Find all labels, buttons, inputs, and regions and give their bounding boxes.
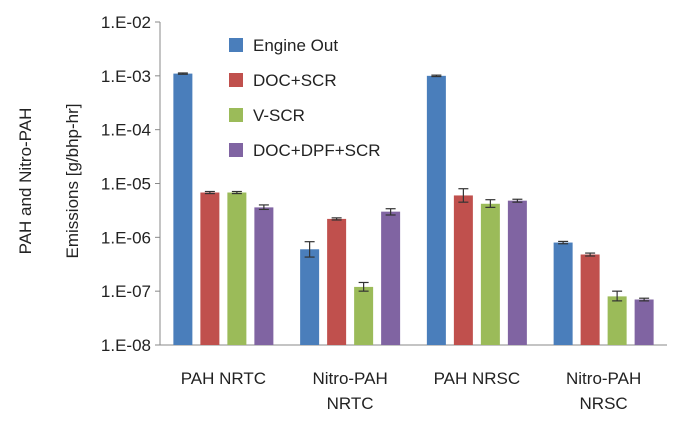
legend-swatch — [229, 38, 243, 52]
bar — [453, 195, 473, 345]
bar — [634, 299, 654, 345]
category-label: Nitro-PAH — [313, 369, 388, 388]
legend-swatch — [229, 143, 243, 157]
y-axis-ticks: 1.E-08 1.E-07 1.E-06 1.E-05 1.E-04 1.E-03 1.E-… — [101, 13, 160, 355]
category-label: NRSC — [580, 394, 628, 413]
y-axis-label-line-2: Emissions [g/bhp-hr] — [63, 104, 82, 259]
y-tick-label: 1.E-07 — [101, 282, 151, 301]
bar — [480, 203, 500, 345]
bar — [354, 286, 374, 345]
y-tick-label: 1.E-08 — [101, 336, 151, 355]
bar — [200, 192, 220, 345]
bar — [580, 254, 600, 345]
bar — [607, 296, 627, 345]
bar — [553, 242, 573, 345]
category-label: PAH NRTC — [181, 369, 266, 388]
category-labels: PAH NRTC Nitro-PAH NRTC PAH NRSC Nitro-PAH NR… — [181, 369, 642, 413]
y-tick-label: 1.E-05 — [101, 175, 151, 194]
bar — [507, 200, 527, 345]
category-label: PAH NRSC — [434, 369, 521, 388]
legend-swatch — [229, 108, 243, 122]
y-axis-label: PAH and Nitro-PAH Emissions [g/bhp-hr] — [16, 104, 82, 259]
y-axis-label-line-1: PAH and Nitro-PAH — [16, 108, 35, 255]
bar — [173, 73, 193, 345]
bar — [426, 75, 446, 345]
error-bars — [177, 72, 650, 302]
legend-swatch — [229, 73, 243, 87]
legend-entry: Engine Out — [253, 36, 338, 55]
bar — [381, 211, 401, 345]
legend-entry: DOC+SCR — [253, 71, 337, 90]
bars — [173, 73, 654, 345]
y-tick-label: 1.E-03 — [101, 67, 151, 86]
category-label: Nitro-PAH — [566, 369, 641, 388]
bar — [300, 249, 320, 345]
legend-entry: DOC+DPF+SCR — [253, 141, 381, 160]
y-tick-label: 1.E-04 — [101, 121, 151, 140]
bar — [327, 218, 347, 345]
legend: Engine Out DOC+SCR V-SCR DOC+DPF+SCR — [229, 36, 381, 160]
y-tick-label: 1.E-02 — [101, 13, 151, 32]
legend-entry: V-SCR — [253, 106, 305, 125]
bar — [227, 192, 247, 345]
y-tick-label: 1.E-06 — [101, 228, 151, 247]
bar — [254, 207, 274, 345]
category-label: NRTC — [327, 394, 374, 413]
